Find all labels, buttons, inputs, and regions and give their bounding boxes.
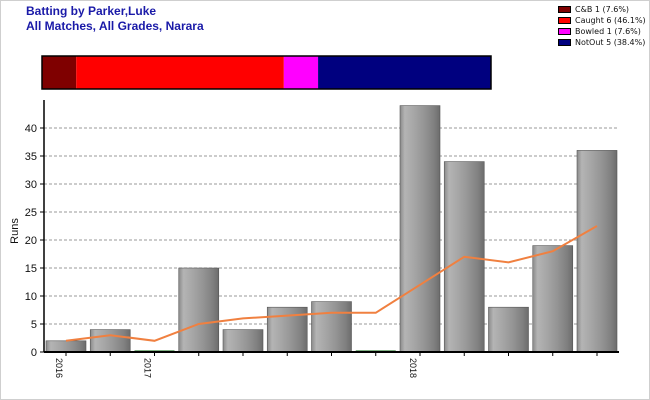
y-tick-label: 35 — [25, 151, 37, 163]
average-line-layer — [65, 225, 598, 342]
y-tick-label: 30 — [25, 179, 37, 191]
dismissal-segment-bowled — [283, 56, 319, 89]
legend-swatch-caught — [558, 17, 571, 24]
y-tick-label: 40 — [25, 123, 37, 135]
legend: C&B 1 (7.6%) Caught 6 (46.1%) Bowled 1 (… — [558, 4, 646, 48]
y-tick-label: 0 — [31, 347, 37, 359]
run-bar — [488, 306, 529, 353]
run-bars — [45, 105, 618, 353]
axes: 0 5 10 15 20 25 30 35 40 2016 2017 2018 — [25, 100, 619, 378]
legend-swatch-bowled — [558, 28, 571, 35]
x-tick-label: 2016 — [54, 358, 64, 378]
title-line-1: Batting by Parker,Luke — [26, 4, 157, 18]
legend-item-bowled: Bowled 1 (7.6%) — [558, 26, 646, 37]
dismissal-bar-border — [41, 55, 492, 90]
run-bar — [222, 329, 264, 353]
dismissal-stacked-bar — [41, 55, 492, 90]
legend-swatch-notout — [558, 39, 571, 46]
run-bar — [532, 245, 574, 353]
legend-item-notout: NotOut 5 (38.4%) — [558, 37, 646, 48]
dismissal-segment-cb — [42, 56, 77, 89]
legend-item-cb: C&B 1 (7.6%) — [558, 4, 646, 15]
x-tick-label: 2018 — [408, 358, 418, 378]
y-tick-label: 10 — [25, 291, 37, 303]
average-line — [65, 225, 598, 342]
legend-label-cb: C&B 1 (7.6%) — [575, 5, 630, 14]
run-bar — [45, 340, 87, 353]
legend-item-caught: Caught 6 (46.1%) — [558, 15, 646, 26]
legend-label-notout: NotOut 5 (38.4%) — [575, 38, 646, 47]
x-tick-label: 2017 — [143, 358, 153, 378]
legend-label-bowled: Bowled 1 (7.6%) — [575, 27, 641, 36]
dismissal-segment-notout — [318, 56, 491, 89]
run-bar — [178, 267, 220, 353]
chart-title: Batting by Parker,Luke All Matches, All … — [26, 4, 204, 34]
legend-label-caught: Caught 6 (46.1%) — [575, 16, 646, 25]
run-bar — [89, 329, 131, 353]
run-bar — [399, 105, 441, 353]
legend-swatch-cb — [558, 6, 571, 13]
title-line-2: All Matches, All Grades, Narara — [26, 19, 204, 33]
y-tick-label: 20 — [25, 235, 37, 247]
run-bar — [576, 150, 618, 353]
y-tick-label: 5 — [31, 319, 37, 331]
run-bar — [311, 301, 352, 353]
y-tick-label: 15 — [25, 263, 37, 275]
y-tick-label: 25 — [25, 207, 37, 219]
dismissal-segment-caught — [76, 56, 284, 89]
y-axis-label: Runs — [9, 218, 21, 244]
